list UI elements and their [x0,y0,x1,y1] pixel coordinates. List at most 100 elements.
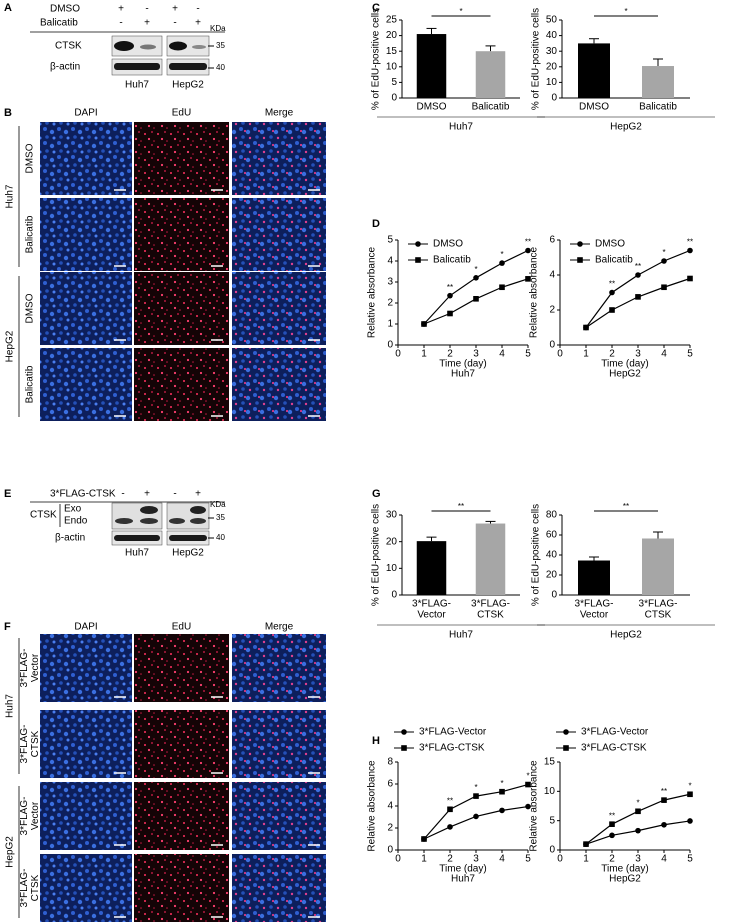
x-tick-label: 0 [557,854,563,865]
micrograph [134,854,229,922]
bar [475,51,506,98]
y-tick-label: 4 [387,256,393,267]
y-tick-label: 0 [391,590,397,601]
significance-label: * [624,7,627,16]
x-tick-label: 4 [499,349,505,360]
y-axis-label: % of EdU-positive cells [531,504,542,606]
x-tick-label: Balicatib [472,102,510,113]
marker [635,294,641,300]
x-tick-label: 4 [661,349,667,360]
y-tick-label: 15 [386,46,398,57]
y-tick-label: 25 [386,15,398,26]
group-label: Huh7 [449,630,473,641]
y-tick-label: 0 [387,340,393,351]
y-tick-label: 2 [387,298,393,309]
micrograph [134,348,229,421]
marker [583,324,589,331]
micrograph [232,198,326,271]
legend-label: 3*FLAG-CTSK [581,743,647,754]
y-tick-label: 20 [386,30,398,41]
group-label: HepG2 [609,874,641,885]
micrograph [232,272,326,345]
cell-line: HepG2 [172,548,204,559]
marker [635,808,641,815]
micrograph [134,122,229,195]
marker [635,272,641,278]
legend-label: 3*FLAG-Vector [419,727,487,738]
marker [609,832,615,839]
y-tick-label: 2 [549,305,555,316]
y-tick-label: 6 [549,235,555,246]
row-label: Exo [64,504,82,515]
y-tick-label: 4 [387,801,393,812]
group-label: Huh7 [5,694,16,718]
legend-label: DMSO [595,239,625,250]
y-tick-label: 10 [386,563,398,574]
panel-label: H [372,735,380,747]
marker [473,813,479,820]
y-tick-label: 3 [387,277,393,288]
bar [642,66,674,98]
x-tick-label: 3*FLAG- [412,599,451,610]
column-header: EdU [172,108,191,119]
panel-label: C [372,2,380,14]
micrograph [40,634,132,702]
group-label: HepG2 [5,330,16,362]
y-tick-label: 10 [544,786,556,797]
legend-label: 3*FLAG-Vector [581,727,649,738]
row-label: CTSK [30,510,57,521]
marker [525,276,531,282]
marker [687,247,693,254]
micrograph [232,710,326,778]
row-label: 3*FLAG- [19,649,30,688]
column-header: EdU [172,622,191,633]
band [115,518,133,524]
unit: KDa [210,24,226,33]
row-label: β-actin [50,62,80,73]
marker [499,284,505,291]
marker [661,284,667,291]
group-label: HepG2 [5,836,16,868]
row-label: 3*FLAG- [19,797,30,836]
y-tick-label: 20 [546,61,558,72]
significance-label: ** [458,502,464,511]
significance-label: ** [609,280,615,289]
micrograph [232,122,326,195]
series-line [585,277,691,328]
x-tick-label: 0 [395,349,401,360]
micrograph [134,272,229,345]
marker [525,247,531,254]
y-tick-label: 60 [546,530,558,541]
marker [447,824,453,830]
marker [563,729,569,735]
x-tick-label: 3*FLAG- [639,599,678,610]
y-tick-label: 40 [546,30,558,41]
band [114,535,160,541]
marker [415,257,421,263]
y-tick-label: 0 [387,845,393,856]
y-tick-label: 0 [549,340,555,351]
marker: 35 [216,41,225,50]
panel-label: B [4,107,12,119]
y-tick-label: 4 [549,270,555,281]
row-label: 3*FLAG- [19,725,30,764]
y-axis-label: % of EdU-positive cells [531,8,542,110]
y-tick-label: 5 [549,815,555,826]
x-tick-label: 2 [447,854,453,865]
band [169,518,185,524]
y-tick-label: 0 [549,845,555,856]
marker: 40 [216,63,225,72]
significance-label: * [526,772,529,781]
panel-label: F [4,621,11,633]
row-label: CTSK [30,874,41,901]
legend-label: Balicatib [433,255,471,266]
y-tick-label: 5 [391,77,397,88]
column-header: DAPI [74,108,97,119]
band [140,518,158,524]
y-tick-label: 10 [386,61,398,72]
x-tick-label: CTSK [645,610,672,621]
y-axis-label: % of EdU-positive cells [371,504,382,606]
treatment: 3*FLAG-CTSK [50,489,116,500]
micrograph [40,122,132,195]
x-tick-label: 3*FLAG- [575,599,614,610]
